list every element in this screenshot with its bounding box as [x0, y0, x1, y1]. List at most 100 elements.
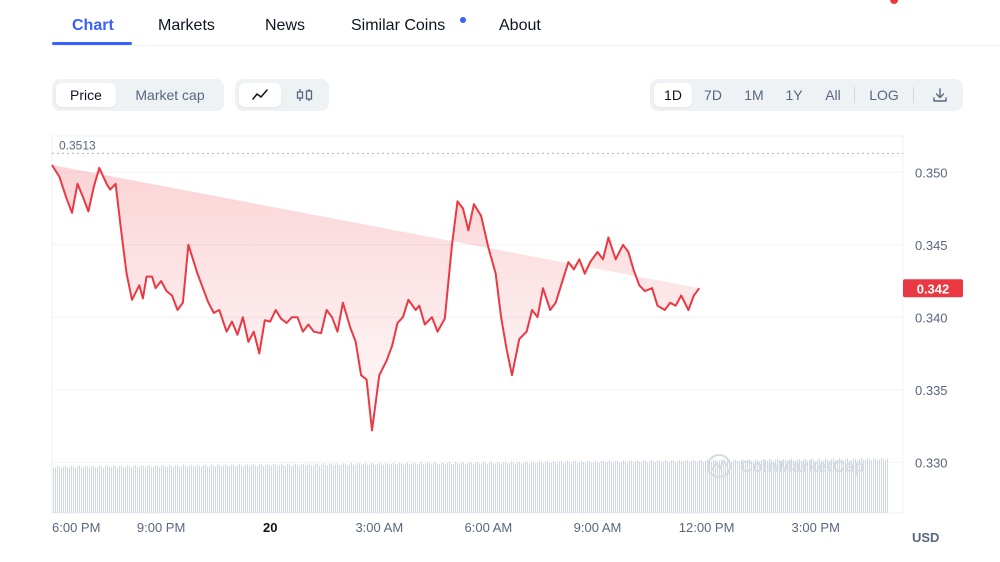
range-1y-button[interactable]: 1Y — [785, 87, 803, 103]
current-price-tag: 0.342 — [903, 279, 963, 298]
volume-bar — [157, 465, 158, 513]
volume-bar — [429, 463, 430, 513]
volume-bar — [689, 462, 690, 513]
volume-bar — [329, 463, 330, 513]
volume-bar — [541, 462, 542, 513]
volume-bar — [213, 465, 214, 513]
volume-bar — [171, 465, 172, 513]
volume-bar — [669, 462, 670, 513]
volume-bar — [327, 465, 328, 513]
volume-bar — [445, 464, 446, 513]
volume-bar — [755, 459, 756, 513]
tab-news[interactable]: News — [265, 17, 306, 34]
volume-bar — [299, 465, 300, 513]
line-chart-button[interactable] — [239, 83, 281, 107]
volume-bar — [397, 464, 398, 513]
volume-bar — [367, 464, 368, 513]
volume-bar — [119, 466, 120, 513]
volume-bar — [857, 460, 858, 513]
volume-bar — [619, 462, 620, 513]
volume-bar — [377, 463, 378, 513]
volume-bar — [595, 460, 596, 513]
volume-bar — [437, 463, 438, 513]
volume-bar — [773, 461, 774, 513]
volume-bar — [749, 459, 750, 513]
volume-bar — [581, 460, 582, 513]
price-button[interactable]: Price — [56, 83, 116, 107]
volume-bar — [205, 464, 206, 513]
download-icon — [933, 88, 947, 102]
volume-bar — [71, 465, 72, 513]
volume-bar — [507, 463, 508, 513]
volume-bar — [741, 459, 742, 513]
volume-bar — [849, 460, 850, 513]
volume-bar — [231, 464, 232, 513]
range-1d-button[interactable]: 1D — [654, 83, 692, 107]
volume-bar — [631, 460, 632, 513]
volume-bar — [97, 467, 98, 513]
volume-bar — [687, 460, 688, 513]
volume-bar — [739, 461, 740, 513]
volume-bar — [67, 467, 68, 513]
volume-bar — [219, 464, 220, 513]
volume-bar — [497, 461, 498, 513]
volume-bar — [759, 461, 760, 513]
volume-bar — [659, 460, 660, 513]
volume-bar — [639, 461, 640, 513]
new-indicator-dot — [460, 17, 466, 23]
volume-bar — [255, 465, 256, 513]
log-scale-button[interactable]: LOG — [869, 87, 899, 103]
volume-bar — [159, 467, 160, 513]
volume-bar — [407, 462, 408, 513]
y-tick-label: 0.335 — [915, 383, 948, 398]
volume-bar — [863, 460, 864, 513]
volume-bar — [145, 467, 146, 513]
volume-bar — [615, 460, 616, 513]
volume-bar — [165, 466, 166, 513]
volume-bar — [593, 462, 594, 513]
volume-bar — [577, 462, 578, 513]
volume-bar — [503, 462, 504, 513]
range-divider — [854, 87, 855, 103]
volume-bar — [471, 462, 472, 513]
volume-bar — [663, 461, 664, 513]
volume-bar — [349, 464, 350, 513]
volume-bar — [877, 459, 878, 513]
volume-bar — [601, 461, 602, 513]
volume-bar — [139, 466, 140, 513]
range-1m-button[interactable]: 1M — [744, 87, 764, 103]
volume-bar — [477, 461, 478, 513]
range-7d-button[interactable]: 7D — [704, 87, 722, 103]
volume-bar — [109, 467, 110, 513]
range-all-button[interactable]: All — [825, 87, 841, 103]
tab-similar-coins[interactable]: Similar Coins — [351, 17, 446, 34]
volume-bar — [333, 465, 334, 513]
market-cap-button[interactable]: Market cap — [135, 87, 205, 103]
volume-bar — [301, 463, 302, 513]
volume-bar — [851, 460, 852, 513]
volume-bar — [345, 463, 346, 513]
volume-bar — [567, 460, 568, 513]
volume-bar — [519, 461, 520, 513]
tab-chart[interactable]: Chart — [72, 17, 114, 34]
volume-bar — [485, 462, 486, 513]
volume-bar — [571, 463, 572, 513]
candlestick-button[interactable] — [285, 83, 325, 107]
volume-bar — [215, 466, 216, 513]
volume-bar — [809, 460, 810, 513]
price-line — [51, 164, 701, 432]
tab-markets[interactable]: Markets — [158, 17, 215, 34]
volume-bar — [457, 462, 458, 513]
download-button[interactable] — [921, 83, 959, 107]
tab-about[interactable]: About — [499, 17, 541, 34]
volume-bar — [795, 460, 796, 513]
volume-bar — [539, 461, 540, 513]
x-tick-label: 9:00 PM — [137, 520, 185, 535]
volume-bar — [267, 463, 268, 513]
volume-bar — [617, 460, 618, 513]
volume-bar — [53, 467, 54, 513]
volume-bar — [829, 460, 830, 513]
volume-bar — [671, 460, 672, 513]
volume-bar — [101, 466, 102, 513]
